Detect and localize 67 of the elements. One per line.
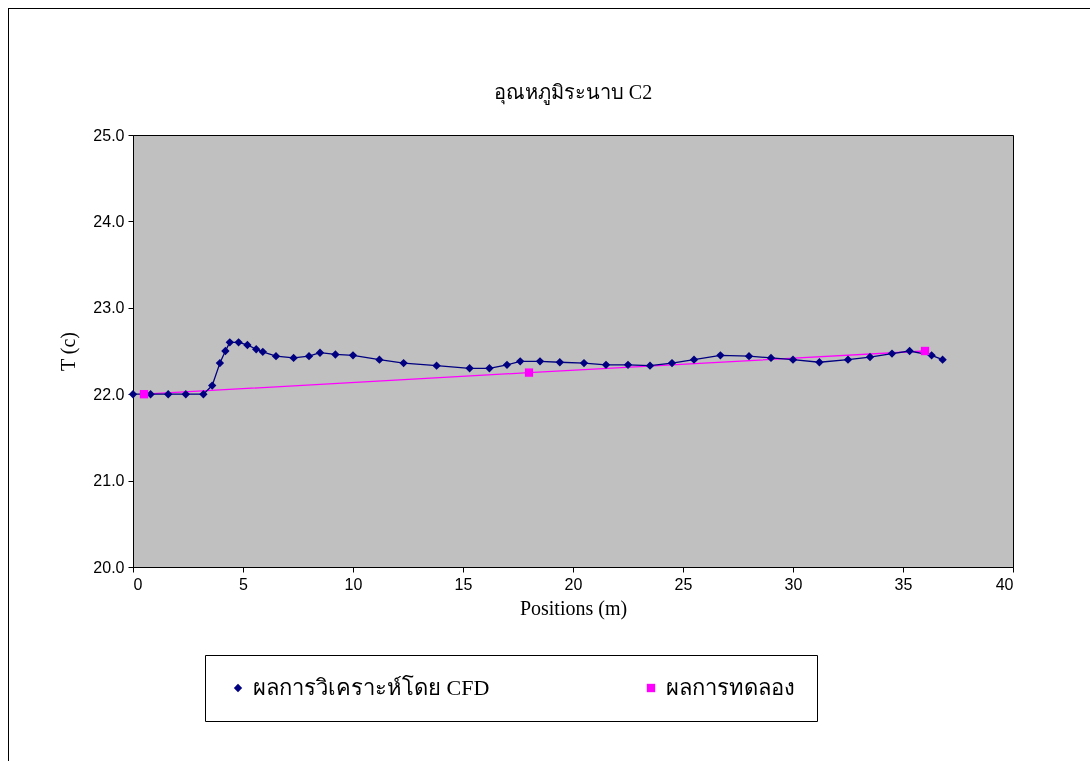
point	[744, 352, 754, 361]
point	[623, 360, 633, 370]
point	[258, 347, 267, 357]
y-axis-title: T (c)	[57, 331, 81, 372]
y-tick-label: 22.0	[93, 385, 125, 403]
x-tick-label: 5	[239, 575, 249, 593]
point	[243, 340, 252, 350]
y-tick-label: 25.0	[93, 126, 125, 144]
legend-label: ผลการวิเคราะห์โดย CFD	[253, 675, 490, 700]
point	[887, 349, 897, 358]
point	[716, 351, 725, 360]
point	[221, 346, 230, 356]
point	[399, 358, 408, 368]
point	[315, 348, 325, 357]
point	[524, 368, 534, 377]
y-tick-label: 21.0	[93, 472, 125, 490]
point	[485, 364, 494, 373]
point	[579, 358, 589, 368]
point	[128, 390, 138, 399]
point	[645, 361, 655, 370]
point	[938, 355, 947, 364]
point	[252, 345, 261, 354]
point	[199, 390, 208, 399]
point	[331, 350, 340, 359]
point	[271, 352, 281, 361]
point	[920, 346, 930, 356]
point	[766, 353, 776, 363]
point	[502, 360, 512, 370]
x-tick-label: 0	[133, 575, 143, 593]
y-tick-label: 23.0	[93, 299, 125, 317]
point	[139, 390, 149, 399]
point	[905, 346, 914, 356]
x-tick-label: 35	[894, 575, 913, 593]
point	[432, 361, 441, 370]
point	[815, 358, 824, 367]
point	[164, 390, 173, 399]
x-tick-label: 25	[674, 575, 693, 593]
point	[375, 355, 384, 364]
y-tick-label: 20.0	[93, 558, 125, 576]
point	[465, 364, 474, 373]
x-axis-title: Positions (m)	[519, 596, 628, 620]
x-tick-label: 15	[454, 575, 473, 593]
x-tick-label: 10	[344, 575, 363, 593]
point	[304, 352, 314, 361]
legend-label: ผลการทดลอง	[666, 675, 795, 700]
point	[289, 353, 298, 363]
point	[234, 338, 243, 347]
point	[225, 338, 234, 347]
point	[208, 381, 217, 390]
point	[601, 360, 611, 370]
point	[181, 390, 190, 399]
point	[788, 355, 798, 364]
y-tick-label: 24.0	[93, 212, 125, 230]
point	[865, 352, 875, 362]
x-tick-label: 40	[995, 575, 1014, 593]
point	[689, 355, 699, 364]
point	[927, 351, 936, 360]
point	[215, 358, 225, 368]
point	[348, 351, 358, 360]
point	[667, 358, 677, 368]
point	[516, 357, 525, 366]
point	[555, 358, 564, 367]
point	[843, 355, 853, 364]
x-tick-label: 30	[784, 575, 803, 593]
x-tick-label: 20	[564, 575, 583, 593]
point	[535, 357, 545, 366]
chart-title: อุณหภูมิระนาบ C2	[493, 81, 653, 105]
